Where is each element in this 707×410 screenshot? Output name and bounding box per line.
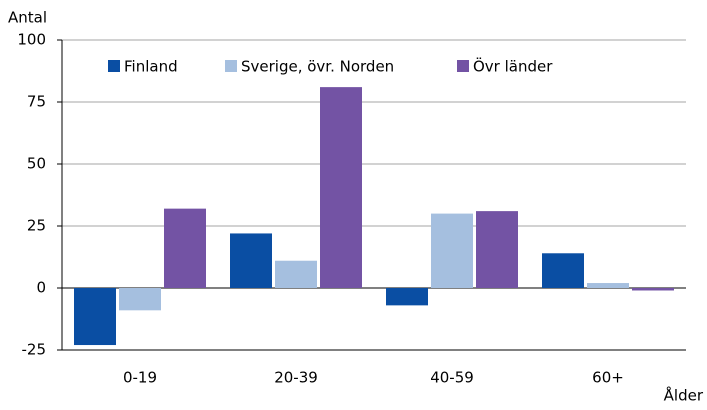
- legend-label: Finland: [124, 58, 178, 76]
- y-tick-label: 0: [36, 279, 46, 297]
- y-tick-label: 25: [27, 217, 46, 235]
- x-tick-label: 20-39: [274, 369, 318, 387]
- legend-swatch: [108, 60, 120, 72]
- y-tick-label: -25: [22, 341, 47, 359]
- bar: [164, 208, 206, 288]
- bar: [431, 213, 473, 288]
- legend-swatch: [225, 60, 237, 72]
- x-tick-label: 0-19: [123, 369, 157, 387]
- legend-label: Sverige, övr. Norden: [241, 58, 394, 76]
- bar: [230, 233, 272, 288]
- bar: [587, 283, 629, 288]
- legend-swatch: [457, 60, 469, 72]
- x-tick-label: 40-59: [430, 369, 474, 387]
- legend-label: Övr länder: [473, 57, 553, 76]
- bar: [632, 288, 674, 291]
- x-axis-label: Ålder: [664, 386, 704, 405]
- y-tick-label: 75: [27, 93, 46, 111]
- y-tick-label: 100: [17, 31, 46, 49]
- bar: [320, 87, 362, 289]
- x-tick-label: 60+: [592, 369, 624, 387]
- bar: [386, 288, 428, 306]
- bar: [542, 253, 584, 288]
- y-axis-label: Antal: [8, 9, 47, 27]
- bar: [275, 260, 317, 288]
- y-tick-label: 50: [27, 155, 46, 173]
- bar: [476, 211, 518, 288]
- bar: [74, 288, 116, 346]
- bar: [119, 288, 161, 311]
